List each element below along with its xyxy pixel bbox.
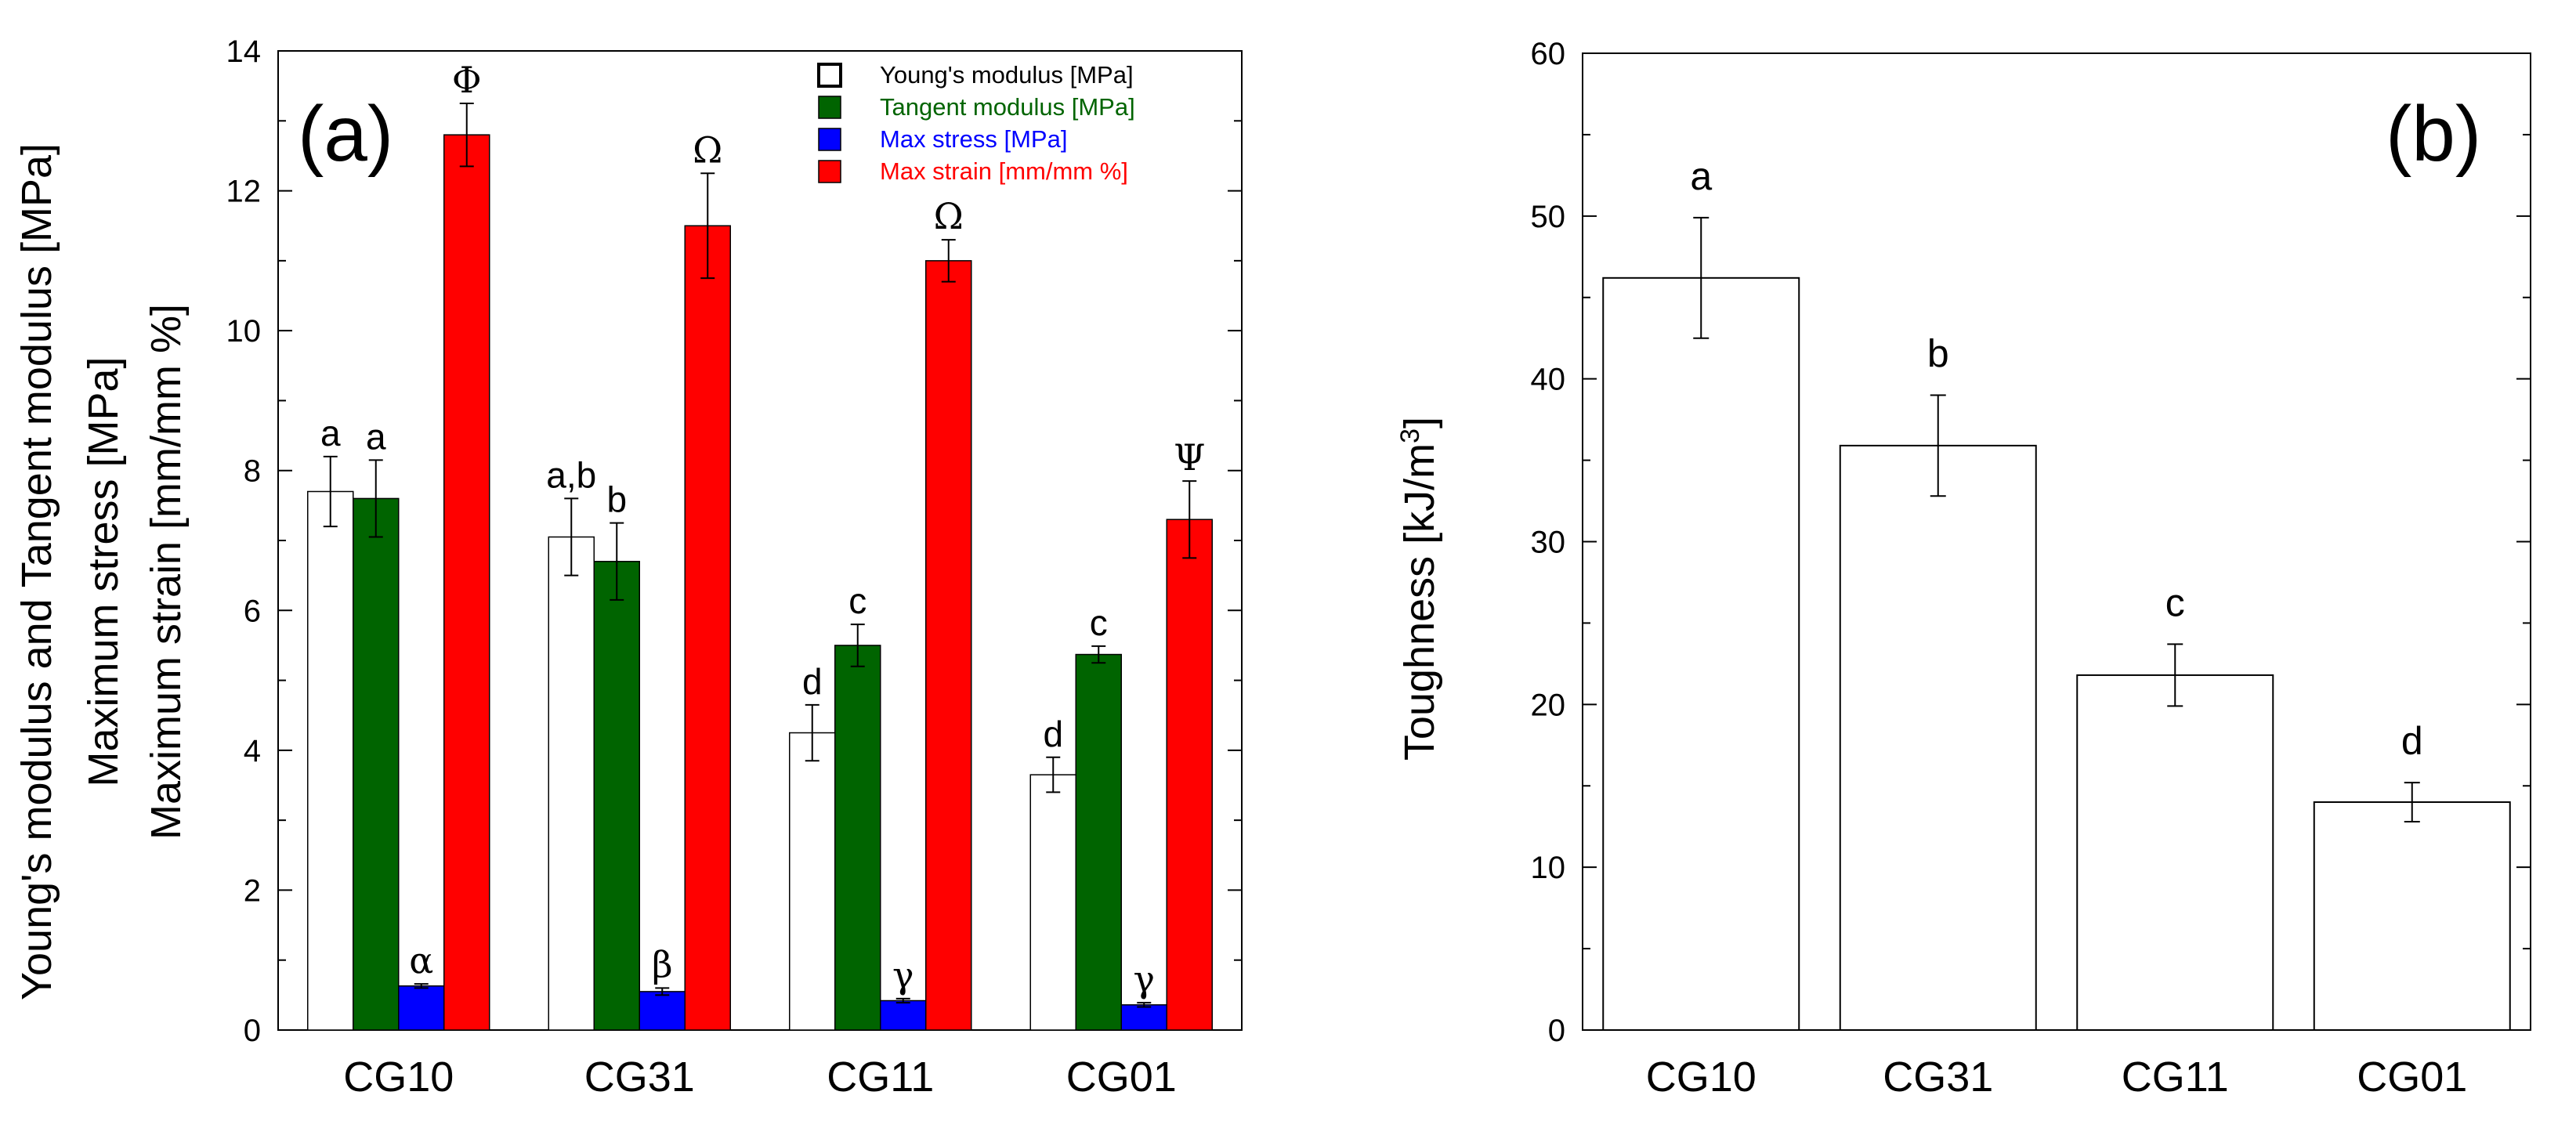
panel-a-ytick-label: 6	[244, 594, 261, 628]
panel-a-bar	[593, 561, 640, 1031]
panel-a-significance-label: α	[409, 939, 433, 981]
panel-a-ylabel-line: Young's modulus and Tangent modulus [MPa…	[13, 143, 60, 1000]
panel-a-bar	[1166, 519, 1213, 1031]
panel-a-legend-label: Max strain [mm/mm %]	[880, 157, 1128, 185]
panel-a-ytick-label: 12	[226, 175, 262, 209]
panel-b-ytick-label: 30	[1531, 526, 1566, 560]
panel-b-category-label: CG31	[1883, 1054, 1993, 1101]
panel-a-category-label: CG10	[343, 1054, 454, 1101]
panel-a-bar	[353, 497, 400, 1031]
panel-b-ylabel: Toughness [kJ/m3]	[1395, 417, 1443, 761]
panel-a-ytick-label: 4	[244, 734, 261, 768]
panel-a-ytick-label: 8	[244, 454, 261, 489]
panel-b: 0 10 20 30 40 50 60 Toughness [kJ/m3] CG10 a CG31 b…	[1395, 37, 2531, 1101]
panel-b-ytick-label: 10	[1531, 851, 1566, 885]
panel-a-legend-label: Tangent modulus [MPa]	[880, 93, 1135, 121]
panel-a-legend-swatch	[818, 128, 841, 151]
panel-a-legend-swatch	[818, 96, 841, 119]
panel-b-ytick-label: 0	[1548, 1014, 1565, 1048]
panel-b-ylabel-main: Toughness [kJ/m	[1396, 443, 1443, 761]
panel-a-category-label: CG01	[1066, 1054, 1177, 1101]
panel-b-ylabel-superscript: 3	[1395, 428, 1425, 443]
panel-a-significance-label: a,b	[546, 454, 596, 495]
panel-a-bar	[639, 991, 686, 1031]
panel-a-bar	[789, 732, 836, 1031]
panel-b-bar	[2076, 674, 2274, 1031]
panel-a-ytick-label: 0	[244, 1014, 261, 1048]
panel-a-significance-label: β	[652, 943, 673, 985]
panel-a-significance-label: c	[848, 580, 867, 621]
panel-a-bar	[834, 645, 881, 1031]
panel-a-significance-label: Φ	[452, 59, 482, 101]
panel-a-legend-swatch	[818, 160, 841, 183]
panel-a-bar	[443, 134, 490, 1031]
panel-b-ytick-label: 40	[1531, 363, 1566, 397]
panel-a-category-label: CG11	[827, 1054, 934, 1101]
panel-a-significance-label: c	[1090, 602, 1108, 643]
panel-b-category-label: CG11	[2122, 1054, 2229, 1101]
panel-b-significance-label: a	[1690, 154, 1712, 198]
panel-a-bar	[398, 985, 445, 1031]
panel-a-significance-label: γ	[892, 954, 914, 996]
panel-b-category-label: CG01	[2357, 1054, 2467, 1101]
panel-a-label: (a)	[298, 90, 393, 178]
panel-a-bar	[1075, 653, 1122, 1031]
panel-a-bar	[1029, 774, 1076, 1031]
panel-a-significance-label: d	[802, 661, 823, 702]
panel-a-legend-label: Max stress [MPa]	[880, 125, 1067, 153]
panel-a-significance-label: Ψ	[1174, 436, 1205, 479]
panel-a-bar	[548, 536, 595, 1031]
panel-a-ytick-label: 10	[226, 314, 262, 349]
panel-b-label: (b)	[2386, 90, 2481, 178]
panel-a-ylabel-line: Maximum strain [mm/mm %]	[143, 304, 190, 840]
panel-b-category-label: CG10	[1646, 1054, 1757, 1101]
panel-a-legend-label: Young's modulus [MPa]	[880, 61, 1134, 89]
panel-a-bar	[925, 260, 972, 1031]
panel-a-significance-label: b	[606, 479, 627, 520]
panel-b-ytick-label: 20	[1531, 688, 1566, 722]
panel-b-ytick-label: 60	[1531, 37, 1566, 71]
panel-a-bar	[307, 490, 354, 1031]
panel-b-bar	[1839, 444, 2037, 1031]
panel-a-significance-label: a	[320, 413, 341, 454]
panel-a-significance-label: d	[1043, 714, 1063, 754]
panel-b-ytick-label: 50	[1531, 200, 1566, 234]
panel-a-category-label: CG31	[584, 1054, 695, 1101]
panel-a-significance-label: Ω	[693, 128, 722, 171]
panel-a: 0 2 4 6 8 10 12 14 Young's modulus and Tangent m…	[13, 34, 1243, 1101]
panel-a-bar	[880, 999, 927, 1031]
panel-a-ylabel-line: Maximum stress [MPa]	[80, 356, 127, 786]
panel-b-ylabel-suffix: ]	[1396, 417, 1443, 428]
panel-a-significance-label: a	[366, 416, 386, 457]
panel-a-bar	[684, 225, 731, 1031]
panel-b-bar	[1602, 277, 1800, 1031]
panel-a-significance-label: γ	[1134, 958, 1156, 1000]
panel-b-significance-label: d	[2401, 719, 2423, 763]
panel-a-legend-swatch	[817, 63, 842, 88]
panel-a-ytick-label: 14	[226, 34, 262, 69]
panel-a-bar	[1120, 1004, 1167, 1031]
panel-b-significance-label: c	[2165, 580, 2185, 624]
panel-a-significance-label: Ω	[934, 195, 964, 237]
panel-a-ytick-label: 2	[244, 873, 261, 908]
panel-b-bar	[2313, 801, 2511, 1031]
panel-b-significance-label: b	[1927, 331, 1949, 375]
